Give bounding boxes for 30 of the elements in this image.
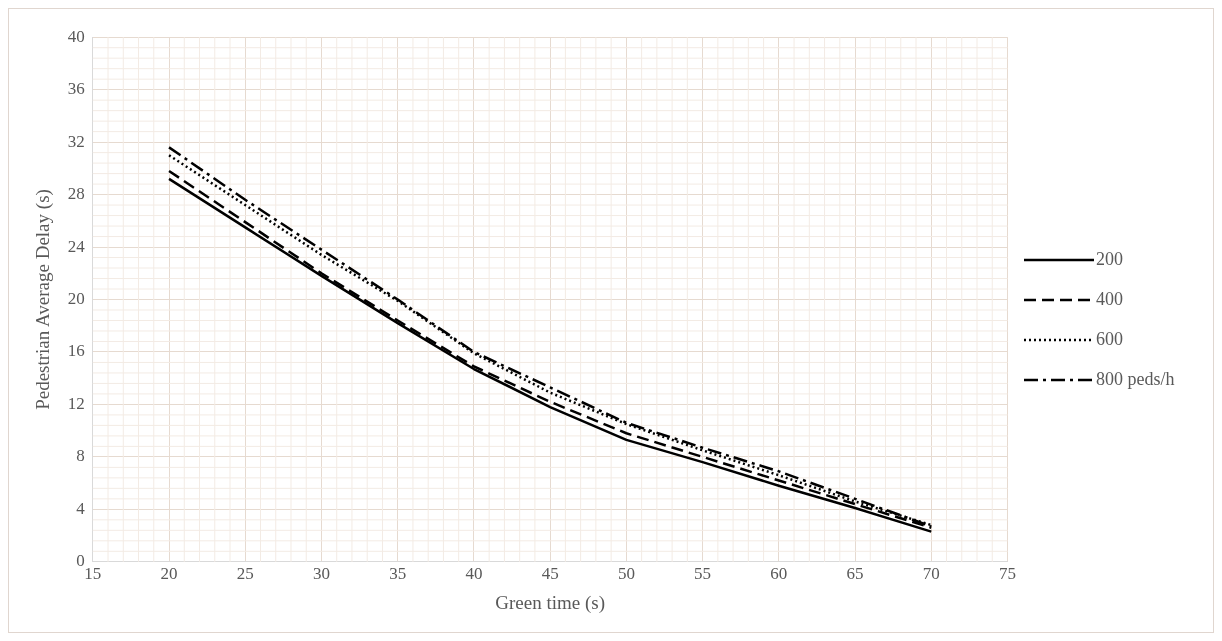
y-tick-label: 40 <box>67 26 85 46</box>
x-tick-label: 70 <box>922 564 940 584</box>
y-tick-label: 4 <box>76 498 86 518</box>
y-tick-label: 0 <box>76 551 85 571</box>
y-tick-label: 12 <box>67 393 85 413</box>
legend-label: 200 <box>1096 249 1123 270</box>
legend-label: 400 <box>1096 289 1123 310</box>
y-axis-title: Pedestrian Average Delay (s) <box>32 189 55 410</box>
x-tick-label: 65 <box>846 564 864 584</box>
x-tick-label: 35 <box>389 564 407 584</box>
legend-label: 600 <box>1096 329 1123 350</box>
x-tick-label: 45 <box>541 564 559 584</box>
x-axis-title: Green time (s) <box>495 591 606 614</box>
x-tick-label: 60 <box>770 564 788 584</box>
y-tick-label: 16 <box>67 341 85 361</box>
y-tick-label: 8 <box>76 446 85 466</box>
x-tick-label: 75 <box>999 564 1016 584</box>
y-tick-label: 32 <box>67 131 85 151</box>
y-tick-label: 24 <box>67 236 86 256</box>
legend-label: 800 peds/h <box>1096 369 1175 390</box>
x-tick-label: 15 <box>84 564 102 584</box>
y-tick-label: 20 <box>67 288 85 308</box>
x-tick-label: 50 <box>617 564 635 584</box>
x-tick-label: 55 <box>694 564 712 584</box>
x-tick-label: 40 <box>465 564 483 584</box>
x-tick-label: 25 <box>236 564 254 584</box>
x-tick-label: 30 <box>312 564 330 584</box>
y-tick-label: 28 <box>67 184 85 204</box>
y-tick-label: 36 <box>67 79 85 99</box>
x-tick-label: 20 <box>160 564 178 584</box>
